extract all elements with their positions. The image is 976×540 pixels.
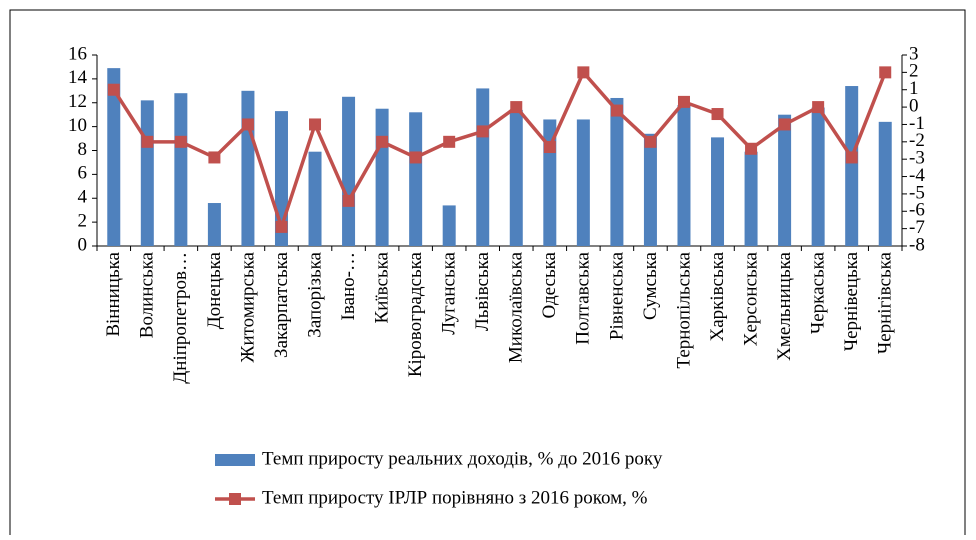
line-marker bbox=[174, 135, 187, 148]
x-tick-label: Черкаська bbox=[808, 251, 829, 334]
bar bbox=[476, 88, 490, 246]
bar bbox=[174, 93, 188, 246]
bar bbox=[878, 121, 892, 246]
line-marker bbox=[476, 125, 489, 138]
y2-tick-label: -2 bbox=[909, 130, 925, 151]
x-tick-label: Тернопільська bbox=[673, 251, 694, 368]
x-tick-label: Закарпатська bbox=[271, 251, 292, 358]
y-tick-label: 12 bbox=[68, 91, 87, 112]
bar bbox=[409, 112, 423, 246]
line-marker bbox=[610, 104, 623, 117]
bar bbox=[845, 86, 859, 246]
y-tick-label: 4 bbox=[78, 187, 88, 208]
line-marker bbox=[543, 141, 556, 154]
y2-tick-label: -6 bbox=[909, 200, 925, 221]
y2-tick-label: 2 bbox=[909, 61, 919, 82]
y2-tick-label: 0 bbox=[909, 95, 919, 116]
line-marker bbox=[409, 151, 422, 164]
x-tick-label: Дніпропетров… bbox=[170, 252, 191, 384]
x-tick-label: Волинська bbox=[137, 251, 158, 338]
line-marker bbox=[711, 108, 724, 121]
y2-tick-label: -3 bbox=[909, 148, 925, 169]
line-marker bbox=[107, 83, 120, 96]
line-marker bbox=[879, 66, 892, 79]
x-tick-label: Вінницька bbox=[103, 251, 124, 336]
x-tick-label: Івано-… bbox=[338, 252, 359, 320]
legend-label: Темп приросту ІРЛР порівняно з 2016 роко… bbox=[262, 487, 648, 508]
y-tick-label: 14 bbox=[68, 67, 88, 88]
legend-swatch bbox=[215, 454, 255, 466]
line-marker bbox=[309, 118, 322, 131]
x-tick-label: Хмельницька bbox=[774, 251, 795, 360]
y-tick-label: 8 bbox=[78, 139, 88, 160]
y-tick-label: 10 bbox=[68, 115, 87, 136]
y-tick-label: 2 bbox=[78, 210, 88, 231]
x-tick-label: Рівненська bbox=[606, 251, 627, 340]
bar bbox=[711, 137, 725, 246]
line-marker bbox=[443, 135, 456, 148]
bar bbox=[107, 68, 121, 246]
bar bbox=[241, 90, 255, 246]
line-marker bbox=[745, 142, 758, 155]
x-tick-label: Київська bbox=[371, 251, 392, 323]
bar bbox=[375, 108, 389, 246]
bar bbox=[207, 203, 221, 246]
line-marker bbox=[845, 151, 858, 164]
bar bbox=[576, 119, 590, 246]
x-tick-label: Донецька bbox=[204, 251, 225, 329]
y2-tick-label: 1 bbox=[909, 78, 919, 99]
legend-marker bbox=[229, 493, 241, 505]
line-marker bbox=[342, 194, 355, 207]
x-tick-label: Житомирська bbox=[237, 251, 258, 362]
bar bbox=[677, 105, 691, 246]
line-marker bbox=[141, 135, 154, 148]
x-tick-label: Полтавська bbox=[573, 251, 594, 344]
line-marker bbox=[577, 66, 590, 79]
line-marker bbox=[778, 118, 791, 131]
bar bbox=[442, 205, 456, 246]
line-marker bbox=[644, 135, 657, 148]
line-marker bbox=[812, 101, 825, 114]
legend-label: Темп приросту реальних доходів, % до 201… bbox=[262, 448, 663, 469]
line-marker bbox=[376, 135, 389, 148]
x-tick-label: Одеська bbox=[539, 251, 560, 318]
bar bbox=[643, 133, 657, 246]
x-tick-label: Чернівецька bbox=[841, 251, 862, 351]
line-marker bbox=[241, 118, 254, 131]
x-tick-label: Запорізька bbox=[304, 251, 325, 337]
x-tick-label: Луганська bbox=[439, 251, 460, 334]
bar bbox=[140, 100, 154, 246]
bar bbox=[308, 151, 322, 246]
y2-tick-label: 3 bbox=[909, 43, 919, 64]
x-tick-label: Миколаївська bbox=[506, 251, 527, 363]
y-tick-label: 6 bbox=[78, 163, 88, 184]
x-tick-label: Сумська bbox=[640, 251, 661, 320]
x-tick-label: Херсонська bbox=[740, 251, 761, 346]
line-marker bbox=[275, 220, 288, 233]
bar bbox=[811, 107, 825, 247]
x-tick-label: Львівська bbox=[472, 251, 493, 331]
line-marker bbox=[677, 95, 690, 108]
x-tick-label: Кіровоградська bbox=[405, 251, 426, 377]
y2-tick-label: -7 bbox=[909, 217, 925, 238]
y2-tick-label: -4 bbox=[909, 165, 925, 186]
y-tick-label: 0 bbox=[78, 234, 88, 255]
y2-tick-label: -5 bbox=[909, 182, 925, 203]
line-marker bbox=[510, 101, 523, 114]
bar bbox=[744, 151, 758, 246]
line bbox=[112, 69, 887, 233]
bar bbox=[778, 114, 792, 246]
bar bbox=[610, 97, 624, 246]
x-tick-label: Харківська bbox=[707, 251, 728, 341]
chart-frame bbox=[9, 9, 966, 540]
x-tick-label: Чернігівська bbox=[875, 251, 896, 354]
bar bbox=[509, 109, 523, 246]
y-tick-label: 16 bbox=[68, 43, 87, 64]
line-marker bbox=[208, 151, 221, 164]
bar bbox=[342, 96, 356, 246]
y2-tick-label: -1 bbox=[909, 113, 925, 134]
y2-tick-label: -8 bbox=[909, 234, 925, 255]
